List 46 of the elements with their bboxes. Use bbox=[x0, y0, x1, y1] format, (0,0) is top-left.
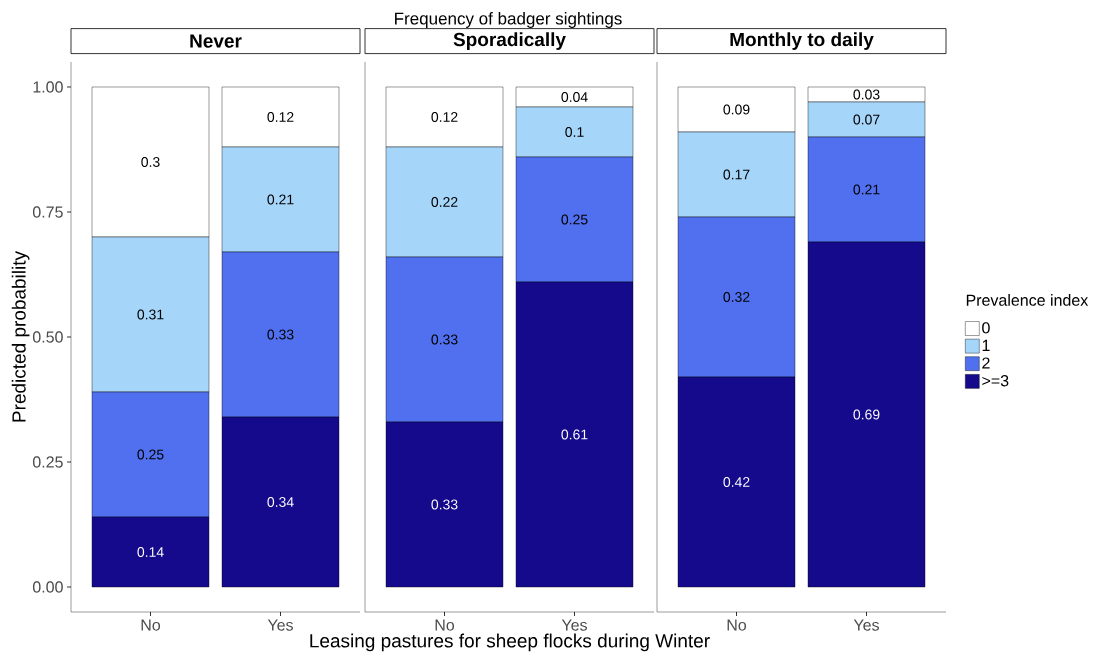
data-label: 0.33 bbox=[431, 334, 458, 345]
data-label: 0.09 bbox=[723, 104, 750, 115]
y-tick-label: 1.00 bbox=[33, 81, 63, 93]
x-tick-label: Yes bbox=[267, 619, 293, 631]
data-label: 0.17 bbox=[723, 169, 750, 180]
legend-label: 2 bbox=[982, 357, 990, 369]
data-label: 0.07 bbox=[853, 114, 880, 125]
data-label: 0.12 bbox=[431, 112, 458, 122]
data-label: 0.22 bbox=[431, 197, 458, 207]
data-label: 0.12 bbox=[267, 112, 294, 122]
text: Frequency of badger sightings bbox=[395, 12, 622, 28]
data-label: 0.1 bbox=[565, 127, 584, 137]
y-axis-title: Predicted probability bbox=[11, 251, 30, 422]
legend-label: 0 bbox=[982, 322, 990, 334]
data-label: 0.69 bbox=[853, 409, 880, 420]
data-label: 0.32 bbox=[723, 292, 750, 302]
data-label: 0.61 bbox=[561, 429, 588, 440]
data-label: 0.14 bbox=[137, 547, 164, 557]
chart-title: Never bbox=[190, 34, 242, 48]
x-tick-label: No bbox=[141, 619, 161, 631]
data-label: 0.25 bbox=[561, 214, 588, 225]
x-tick-label: No bbox=[435, 619, 455, 631]
y-tick-label: 0.50 bbox=[32, 331, 63, 343]
legend-label: >=3 bbox=[982, 375, 1009, 387]
data-label: 0.33 bbox=[431, 499, 458, 510]
data-label: 0.3 bbox=[141, 157, 160, 167]
data-label: 0.04 bbox=[561, 92, 588, 102]
x-axis-title: Leasing pastures for sheep flocks during Winter bbox=[310, 633, 710, 652]
data-label: 0.21 bbox=[267, 194, 294, 205]
y-tick-label: 0.25 bbox=[32, 456, 63, 468]
legend-label: 1 bbox=[982, 339, 990, 351]
chart-title: Monthly to daily bbox=[730, 32, 874, 50]
legend-title: Prevalence index bbox=[966, 294, 1089, 306]
data-label: 0.31 bbox=[137, 309, 164, 320]
data-label: 0.34 bbox=[267, 497, 294, 507]
x-tick-label: Yes bbox=[853, 619, 879, 631]
chart-title: Sporadically bbox=[453, 32, 566, 50]
x-tick-label: No bbox=[727, 619, 747, 631]
x-tick-label: Yes bbox=[561, 619, 587, 631]
y-tick-label: 0.00 bbox=[32, 581, 63, 593]
data-label: 0.42 bbox=[723, 477, 750, 487]
data-label: 0.21 bbox=[853, 184, 880, 195]
data-label: 0.03 bbox=[853, 89, 880, 100]
data-label: 0.25 bbox=[137, 449, 164, 460]
y-tick-label: 0.75 bbox=[32, 206, 63, 218]
data-label: 0.33 bbox=[267, 329, 294, 340]
